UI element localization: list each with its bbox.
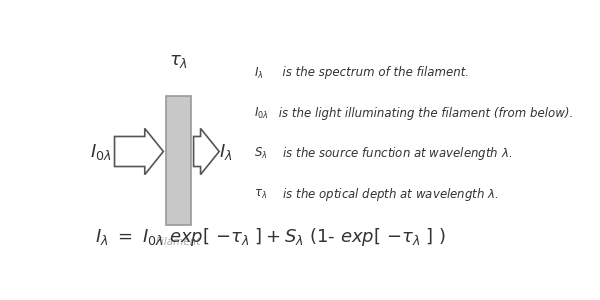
Text: $I_\lambda$: $I_\lambda$ — [220, 142, 233, 161]
Text: is the light illuminating the filament (from below).: is the light illuminating the filament (… — [275, 107, 573, 120]
Text: $\tau_\lambda$: $\tau_\lambda$ — [254, 188, 267, 201]
Text: is the optical depth at wavelength $\lambda$.: is the optical depth at wavelength $\lam… — [275, 186, 499, 203]
Text: is the spectrum of the filament.: is the spectrum of the filament. — [275, 67, 469, 80]
Text: is the source function at wavelength $\lambda$.: is the source function at wavelength $\l… — [275, 145, 512, 162]
Text: $I_\lambda$: $I_\lambda$ — [254, 65, 263, 80]
Polygon shape — [194, 128, 219, 175]
Text: Filament: Filament — [155, 237, 201, 247]
Text: $I_{0\lambda}$: $I_{0\lambda}$ — [90, 142, 112, 161]
Polygon shape — [115, 128, 163, 175]
Bar — [166, 96, 191, 225]
Text: $\tau_\lambda$: $\tau_\lambda$ — [169, 52, 188, 70]
Text: $S_\lambda$: $S_\lambda$ — [254, 146, 268, 161]
Text: $I_{0\lambda}$: $I_{0\lambda}$ — [254, 106, 269, 121]
Text: $I_\lambda \ = \ I_{0\lambda} \ \mathit{exp}[\ {-}\tau_\lambda \ ] + S_\lambda \: $I_\lambda \ = \ I_{0\lambda} \ \mathit{… — [95, 226, 446, 248]
